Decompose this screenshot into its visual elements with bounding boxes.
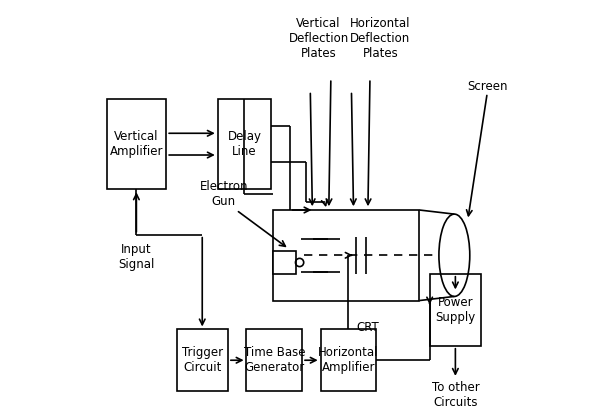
Bar [430, 274, 481, 346]
Text: Trigger
Circuit: Trigger Circuit [182, 346, 223, 374]
Text: To other
Circuits: To other Circuits [431, 381, 479, 409]
Text: Screen: Screen [467, 80, 508, 93]
Text: Electron
Gun: Electron Gun [200, 179, 248, 207]
Text: Horizontal
Deflection
Plates: Horizontal Deflection Plates [350, 16, 410, 60]
Text: Vertical
Deflection
Plates: Vertical Deflection Plates [289, 16, 349, 60]
Text: Vertical
Amplifier: Vertical Amplifier [110, 130, 163, 158]
Bar [218, 99, 271, 189]
Bar [273, 210, 419, 301]
Bar [320, 329, 376, 391]
Bar [107, 99, 166, 189]
Text: Horizontal
Amplifier: Horizontal Amplifier [318, 346, 379, 374]
Text: Time Base
Generator: Time Base Generator [244, 346, 305, 374]
Bar [176, 329, 228, 391]
Bar [273, 251, 296, 274]
Text: Input
Signal: Input Signal [118, 243, 155, 271]
Text: CRT: CRT [357, 321, 380, 334]
Text: Delay
Line: Delay Line [227, 130, 262, 158]
Text: Power
Supply: Power Supply [435, 296, 476, 324]
Bar [247, 329, 302, 391]
